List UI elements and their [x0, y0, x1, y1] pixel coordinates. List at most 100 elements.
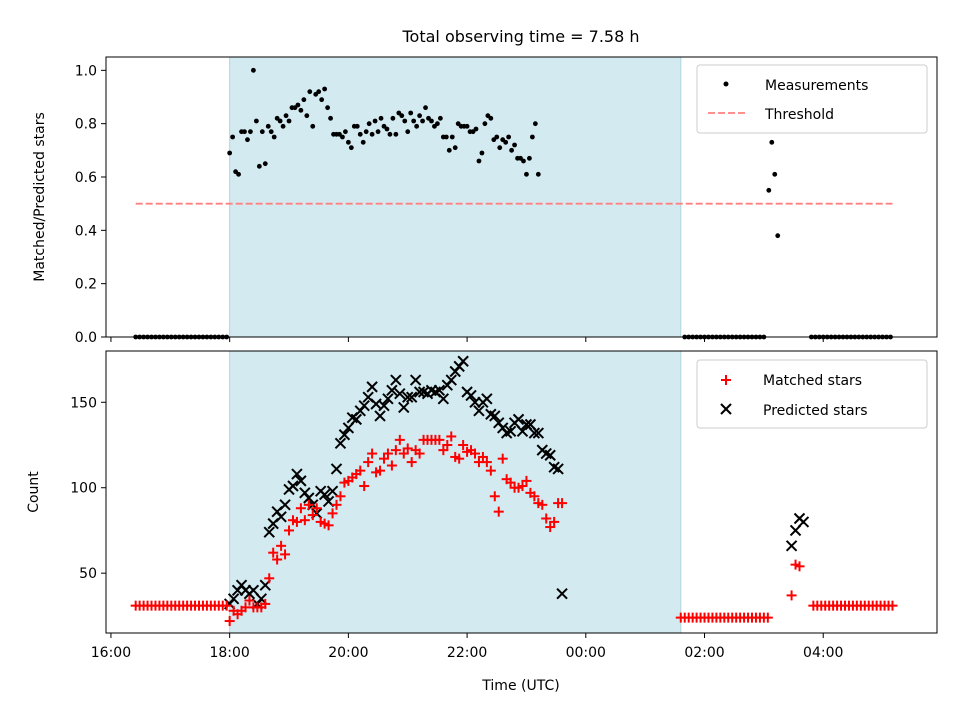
- predicted-star-stroke: [465, 389, 477, 402]
- matched-star-point: [537, 499, 548, 510]
- measurement-point: [363, 129, 369, 135]
- measurement-point: [301, 97, 307, 103]
- matched-star-point: [458, 440, 469, 450]
- matched-star-point: [335, 491, 346, 502]
- legend-matched-marker: [721, 375, 731, 385]
- predicted-star-stroke: [481, 393, 493, 405]
- measurement-point: [372, 118, 378, 124]
- matched-star-point: [549, 516, 560, 527]
- matched-star-point: [557, 498, 568, 509]
- matched-star-point: [517, 481, 528, 492]
- measurement-point: [521, 158, 526, 164]
- measurement-point: [369, 131, 375, 137]
- predicted-star-point: [275, 511, 287, 523]
- top-legend: Measurements Threshold: [696, 64, 928, 134]
- predicted-star-point: [489, 410, 501, 422]
- top-y-tick-label: 1.0: [75, 63, 97, 79]
- matched-star-point: [442, 440, 453, 450]
- matched-star-point: [375, 465, 386, 476]
- measurement-point: [295, 102, 301, 108]
- predicted-star-point: [405, 391, 418, 403]
- predicted-star-point: [512, 413, 525, 426]
- measurement-point: [259, 129, 265, 135]
- matched-star-point: [394, 434, 405, 445]
- predicted-star-stroke: [417, 386, 430, 398]
- top-y-tick-label: 0.6: [75, 170, 97, 186]
- predicted-star-point: [366, 381, 378, 393]
- measurement-point: [236, 171, 241, 177]
- measurement-point: [322, 86, 328, 92]
- predicted-star-stroke: [295, 475, 307, 487]
- measurement-point: [280, 123, 286, 129]
- predicted-star-point: [457, 355, 469, 367]
- predicted-star-point: [532, 427, 545, 439]
- predicted-star-point: [544, 449, 556, 461]
- predicted-star-stroke: [552, 463, 564, 475]
- matched-star-point: [481, 457, 492, 468]
- predicted-star-stroke: [512, 413, 525, 426]
- matched-star-point: [295, 503, 306, 514]
- matched-star-point: [367, 448, 378, 459]
- top-legend-box: [696, 64, 928, 134]
- matched-star-point: [355, 465, 366, 476]
- matched-star-point: [493, 506, 504, 517]
- matched-star-point: [485, 465, 496, 476]
- predicted-star-stroke: [540, 447, 552, 460]
- predicted-star-point: [330, 463, 343, 475]
- measurement-point: [411, 118, 417, 124]
- measurement-point: [524, 171, 529, 177]
- predicted-star-point: [374, 410, 386, 422]
- measurement-point: [414, 123, 420, 129]
- measurement-point: [488, 115, 494, 121]
- measurement-point: [494, 134, 500, 140]
- matched-star-point: [331, 499, 342, 510]
- predicted-star-stroke: [227, 593, 240, 605]
- measurement-point: [390, 115, 396, 121]
- measurement-point: [265, 123, 271, 129]
- measurement-point: [248, 129, 253, 135]
- measurement-point: [277, 118, 283, 124]
- measurement-point: [242, 129, 247, 135]
- predicted-star-point: [398, 401, 410, 414]
- predicted-star-point: [338, 429, 351, 441]
- predicted-star-point: [402, 391, 414, 403]
- matched-star-point: [414, 448, 425, 459]
- measurement-point: [298, 107, 304, 113]
- measurement-point: [443, 134, 449, 140]
- measurement-point: [766, 187, 772, 193]
- predicted-star-point: [445, 374, 457, 386]
- predicted-star-stroke: [556, 587, 568, 600]
- measurement-point: [227, 150, 233, 156]
- measurement-point: [429, 118, 434, 124]
- predicted-star-stroke: [291, 468, 303, 480]
- matched-star-point: [272, 554, 283, 565]
- measurement-point: [420, 118, 425, 124]
- matched-star-point: [327, 508, 338, 519]
- measurement-point: [230, 134, 236, 140]
- bottom-y-tick-label: 150: [70, 395, 97, 411]
- measurement-point: [345, 139, 351, 145]
- matched-star-point: [446, 431, 457, 442]
- matched-star-point: [438, 445, 449, 456]
- measurement-point: [423, 105, 428, 111]
- predicted-star-stroke: [520, 418, 533, 431]
- predicted-star-stroke: [402, 391, 414, 403]
- top-y-tick-label: 0.8: [75, 117, 97, 133]
- predicted-star-point: [263, 526, 275, 538]
- predicted-star-stroke: [398, 401, 410, 414]
- measurement-point: [535, 171, 541, 177]
- measurement-point: [360, 139, 366, 145]
- predicted-star-point: [552, 463, 564, 475]
- bottom-legend: Matched stars Predicted stars: [696, 359, 928, 429]
- predicted-star-stroke: [318, 488, 331, 501]
- measurement-point: [393, 131, 399, 137]
- matched-star-point: [398, 448, 409, 459]
- predicted-star-stroke: [544, 449, 556, 461]
- predicted-star-stroke: [287, 480, 299, 492]
- predicted-star-point: [358, 399, 370, 412]
- measurement-point: [473, 126, 479, 132]
- measurement-point: [316, 89, 322, 95]
- predicted-star-point: [437, 393, 450, 405]
- measurement-point: [506, 134, 512, 140]
- predicted-star-point: [386, 384, 398, 397]
